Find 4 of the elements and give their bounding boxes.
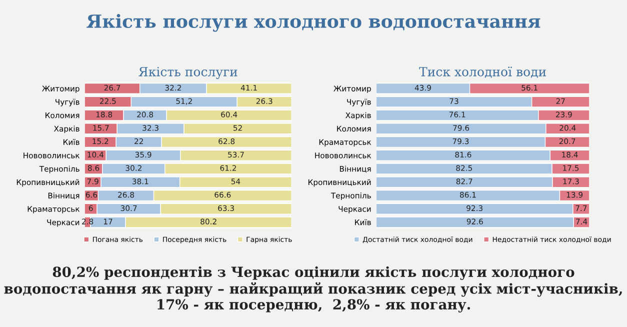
chart-title: Тиск холодної води: [419, 66, 546, 78]
text: Якість послуги холодного водопостачання: [86, 14, 540, 32]
text: 80,2% респондентів з Черкас оцінили якість послуги холодного водопостачання як гарну – найкращий показник серед усіх міст-учасників, 17% - як посередню, 2,8% - як погану.: [4, 266, 622, 312]
chart-title: Якість послуги: [138, 66, 238, 79]
